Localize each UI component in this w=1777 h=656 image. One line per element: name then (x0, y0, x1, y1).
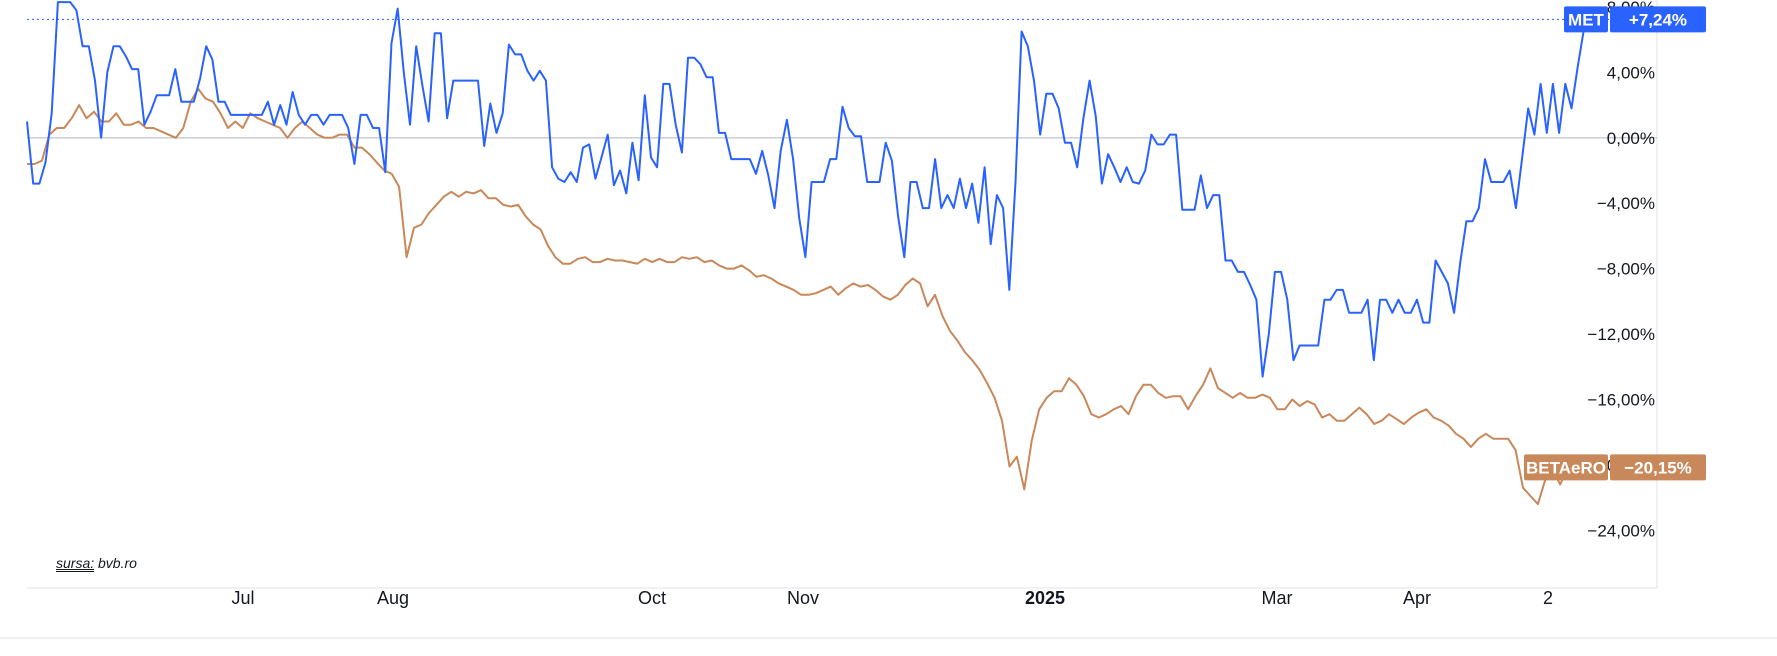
y-tick-label: −16,00% (1587, 390, 1655, 409)
x-tick-label: 2 (1543, 588, 1553, 608)
badge-value-bg (1610, 6, 1706, 33)
x-tick-label: Jul (231, 588, 254, 608)
source-label: sursa: (56, 555, 95, 571)
last-value-badges: MET +7,24% BETAeRO −20,15% (1524, 6, 1706, 481)
badge-met: MET +7,24% (1564, 6, 1706, 33)
source-value: bvb.ro (98, 555, 137, 571)
y-tick-label: 4,00% (1607, 63, 1655, 82)
x-tick-label: 2025 (1025, 588, 1065, 608)
y-tick-label: −24,00% (1587, 521, 1655, 540)
x-tick-label: Aug (377, 588, 409, 608)
y-tick-label: −12,00% (1587, 325, 1655, 344)
x-tick-label: Apr (1403, 588, 1431, 608)
series-line-betaero (27, 87, 1591, 506)
plot-area (26, 1, 1657, 506)
x-tick-label: Oct (638, 588, 666, 608)
badge-value: +7,24% (1629, 10, 1687, 29)
badge-name-bg (1564, 6, 1608, 33)
series-line-met (26, 1, 1591, 378)
y-tick-label: −4,00% (1597, 194, 1655, 213)
y-tick-label: −8,00% (1597, 260, 1655, 279)
x-axis: Jul Aug Oct Nov 2025 Mar Apr 2 (231, 588, 1553, 608)
source-note: sursa: bvb.ro (56, 555, 137, 571)
x-tick-label: Nov (787, 588, 819, 608)
badge-name-bg (1524, 454, 1608, 481)
badge-value-bg (1610, 454, 1706, 481)
y-tick-label: 0,00% (1607, 129, 1655, 148)
badge-value: −20,15% (1624, 458, 1692, 477)
badge-betaero: BETAeRO −20,15% (1524, 454, 1706, 481)
badge-name: BETAeRO (1526, 458, 1606, 477)
badge-name: MET (1568, 10, 1605, 29)
x-tick-label: Mar (1262, 588, 1293, 608)
